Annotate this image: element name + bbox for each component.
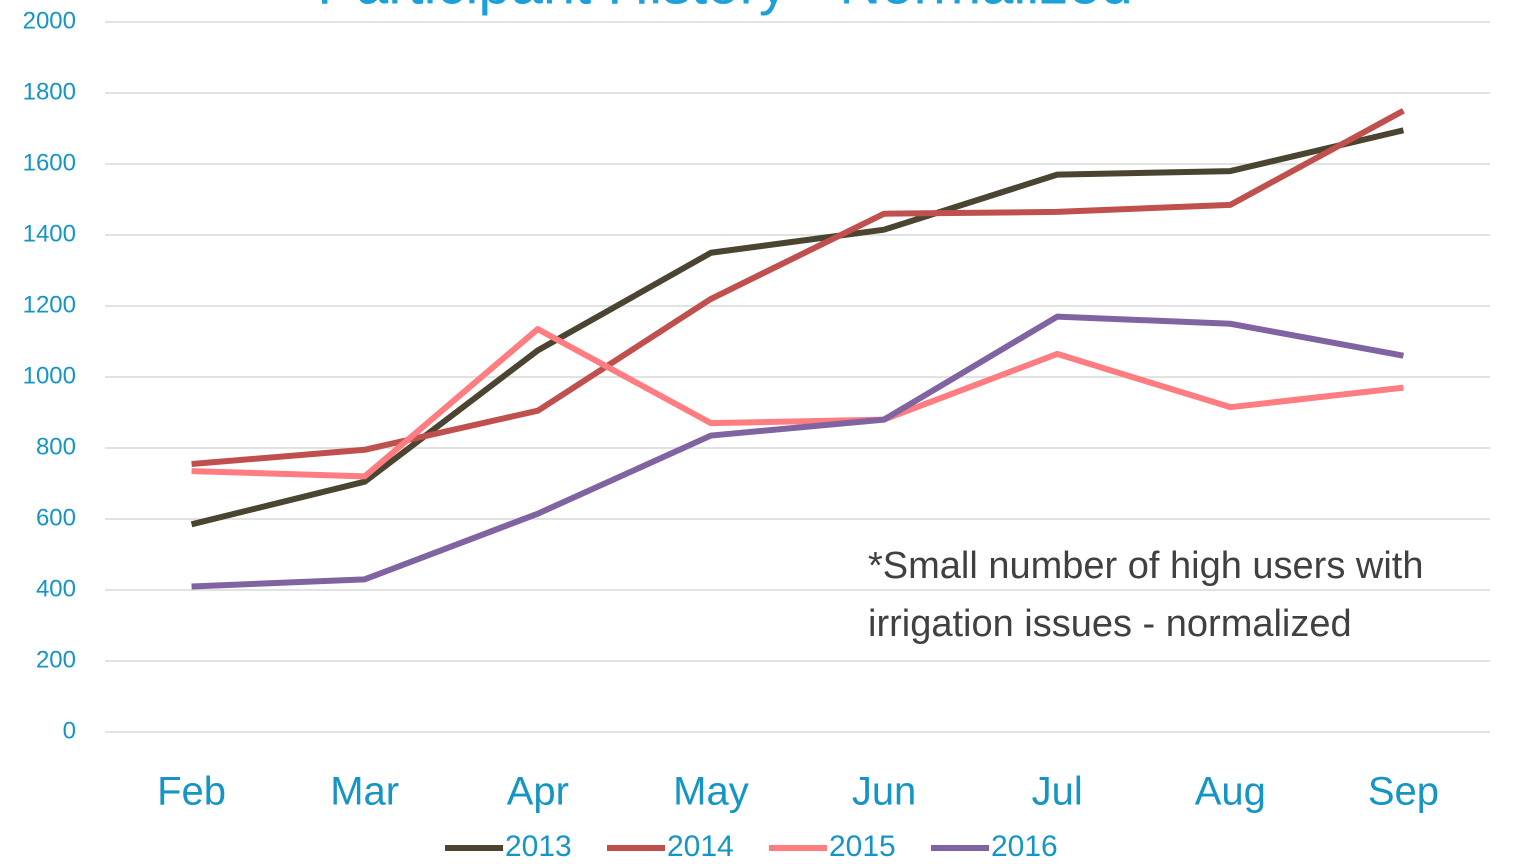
line-series: [191, 108, 1405, 467]
y-tick-label: 600: [36, 504, 76, 531]
x-tick-label: Feb: [157, 770, 226, 814]
legend-label: 2016: [991, 830, 1058, 863]
y-tick-label: 1000: [23, 362, 76, 389]
x-tick-label: Jun: [852, 770, 917, 814]
chart-title: Participant History - Normalized: [317, 0, 1132, 16]
line-series: [191, 326, 1404, 480]
x-tick-label: Aug: [1195, 770, 1266, 814]
y-tick-label: 0: [63, 717, 76, 744]
y-tick-label: 2000: [23, 7, 76, 34]
x-tick-label: Jul: [1032, 770, 1083, 814]
x-tick-label: Mar: [330, 770, 399, 814]
y-tick-label: 200: [36, 646, 76, 673]
x-tick-label: May: [673, 770, 749, 814]
y-tick-label: 800: [36, 433, 76, 460]
x-tick-label: Apr: [507, 770, 569, 814]
y-tick-label: 1600: [23, 149, 76, 176]
x-tick-label: Sep: [1368, 770, 1439, 814]
annotation: *Small number of high users with: [868, 545, 1423, 587]
y-tick-label: 1200: [23, 291, 76, 318]
y-tick-label: 400: [36, 575, 76, 602]
line-series: [191, 313, 1404, 590]
legend-label: 2013: [505, 830, 572, 863]
legend-label: 2015: [829, 830, 896, 863]
legend-label: 2014: [667, 830, 734, 863]
y-tick-label: 1400: [23, 220, 76, 247]
line-series: [190, 127, 1405, 528]
y-tick-label: 1800: [23, 78, 76, 105]
annotation: irrigation issues - normalized: [868, 603, 1352, 645]
